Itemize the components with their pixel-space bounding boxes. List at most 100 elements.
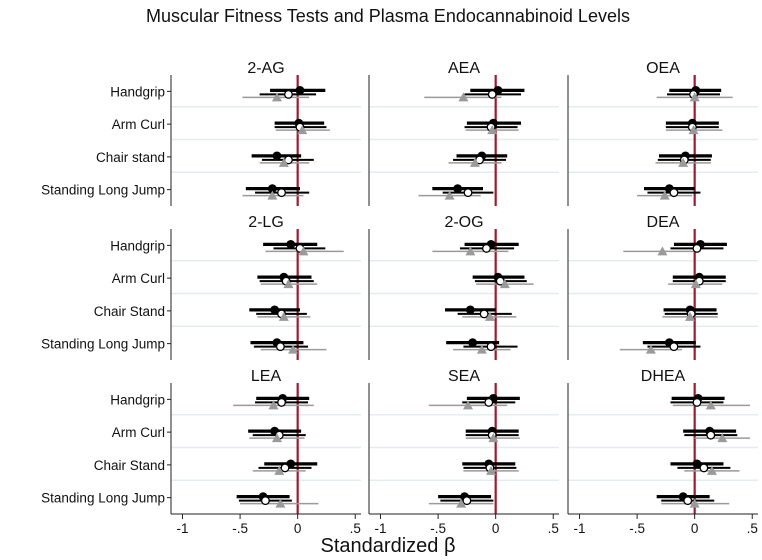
estimate-marker-triangle: [487, 125, 498, 135]
panel-background: [171, 229, 361, 360]
panel-title: SEA: [448, 368, 480, 385]
panel-2-og: 2-OG: [368, 214, 559, 360]
estimate-marker-filled: [270, 305, 280, 315]
estimate-marker-filled: [692, 459, 702, 469]
panel-lea: LEA Handgrip Arm Curl Chair Stand Standing L…: [41, 368, 361, 514]
estimate-marker-hollow: [275, 342, 285, 352]
x-tick-label: -1: [177, 521, 189, 536]
x-tick-label: 0: [691, 521, 699, 536]
x-tick-label: 0: [492, 521, 500, 536]
estimate-marker-triangle: [678, 157, 689, 167]
x-tick-label: -.5: [430, 521, 446, 536]
x-axis-label: Standardized β: [321, 535, 456, 557]
x-tick-label: -1: [574, 521, 586, 536]
x-axes-group: -1 -.5 0 .5 -1 -.5 0 .5 -1 -.5 0 .5: [171, 513, 758, 536]
estimate-marker-triangle: [685, 311, 696, 321]
estimate-marker-hollow: [479, 309, 489, 319]
panel-title: OEA: [646, 60, 680, 77]
estimate-marker-filled: [468, 338, 478, 348]
estimate-marker-hollow: [692, 243, 702, 253]
x-tick-label: -.5: [629, 521, 645, 536]
estimate-marker-triangle: [267, 190, 278, 200]
row-label: Standing Long Jump: [41, 491, 165, 506]
estimate-marker-triangle: [690, 279, 701, 289]
estimate-marker-hollow: [277, 397, 286, 407]
panel-title: LEA: [251, 368, 282, 385]
estimate-marker-triangle: [476, 344, 487, 354]
x-tick-label: -1: [375, 521, 387, 536]
estimate-marker-triangle: [705, 400, 716, 410]
estimate-marker-hollow: [280, 463, 290, 473]
estimate-marker-hollow: [683, 496, 693, 506]
panel-dhea: DHEA: [567, 368, 758, 514]
row-label: Standing Long Jump: [41, 337, 165, 352]
estimate-marker-hollow: [699, 463, 709, 473]
panel-title: 2-LG: [248, 214, 284, 231]
estimate-marker-triangle: [689, 498, 700, 508]
panel-title: DHEA: [641, 368, 686, 385]
panel-title: 2-AG: [247, 60, 284, 77]
estimate-marker-triangle: [659, 190, 670, 200]
panel-2-ag: 2-AG Handgrip Arm Curl Chair stand Standing …: [41, 60, 361, 206]
estimate-marker-triangle: [444, 190, 455, 200]
estimate-marker-triangle: [298, 246, 309, 256]
row-label: Arm Curl: [112, 117, 165, 132]
estimate-marker-triangle: [645, 344, 656, 354]
estimate-marker-filled: [295, 85, 305, 95]
estimate-marker-triangle: [486, 465, 497, 475]
chart-title: Muscular Fitness Tests and Plasma Endoca…: [146, 6, 630, 26]
row-label: Chair stand: [96, 150, 165, 165]
estimate-marker-filled: [465, 305, 475, 315]
panel-background: [568, 75, 758, 206]
row-label: Handgrip: [110, 392, 165, 407]
panel-dea: DEA: [567, 214, 758, 360]
x-axis-col-2: -1 -.5 0 .5: [369, 513, 559, 536]
estimate-marker-hollow: [486, 342, 496, 352]
panel-sea: SEA: [368, 368, 559, 514]
estimate-marker-triangle: [469, 157, 480, 167]
estimate-marker-triangle: [465, 246, 476, 256]
estimate-marker-triangle: [283, 279, 294, 289]
estimate-marker-hollow: [260, 496, 270, 506]
panels-group: 2-AG Handgrip Arm Curl Chair stand Standing …: [41, 60, 758, 514]
estimate-marker-triangle: [278, 311, 289, 321]
row-label: Arm Curl: [112, 425, 165, 440]
row-label: Chair Stand: [94, 458, 165, 473]
estimate-marker-hollow: [484, 397, 494, 407]
estimate-marker-triangle: [271, 433, 282, 443]
estimate-marker-hollow: [463, 188, 473, 198]
estimate-marker-hollow: [284, 89, 293, 99]
estimate-marker-triangle: [688, 125, 699, 135]
estimate-marker-hollow: [482, 243, 491, 253]
estimate-marker-triangle: [288, 344, 299, 354]
row-label: Handgrip: [110, 84, 165, 99]
estimate-marker-filled: [453, 184, 463, 194]
panel-oea: OEA: [567, 60, 758, 206]
x-axis-col-1: -1 -.5 0 .5: [171, 513, 361, 536]
estimate-marker-triangle: [268, 400, 279, 410]
x-tick-label: .5: [548, 521, 559, 536]
row-label: Arm Curl: [112, 271, 165, 286]
panel-aea: AEA: [368, 60, 559, 206]
estimate-marker-triangle: [456, 498, 467, 508]
estimate-marker-triangle: [275, 498, 286, 508]
row-label: Standing Long Jump: [41, 183, 165, 198]
estimate-marker-triangle: [271, 92, 282, 102]
panel-2-lg: 2-LG Handgrip Arm Curl Chair Stand Standing …: [41, 214, 361, 360]
panel-title: DEA: [647, 214, 680, 231]
estimate-marker-filled: [267, 184, 277, 194]
estimate-marker-hollow: [669, 188, 679, 198]
x-tick-label: .5: [350, 521, 361, 536]
estimate-marker-triangle: [458, 92, 469, 102]
estimate-marker-hollow: [487, 89, 497, 99]
estimate-marker-triangle: [488, 433, 499, 443]
estimate-marker-hollow: [277, 188, 286, 198]
estimate-marker-hollow: [462, 496, 472, 506]
estimate-marker-triangle: [297, 125, 308, 135]
estimate-marker-triangle: [499, 279, 510, 289]
panel-title: 2-OG: [444, 214, 483, 231]
estimate-marker-triangle: [706, 465, 717, 475]
estimate-marker-triangle: [657, 246, 668, 256]
estimate-marker-triangle: [274, 465, 285, 475]
